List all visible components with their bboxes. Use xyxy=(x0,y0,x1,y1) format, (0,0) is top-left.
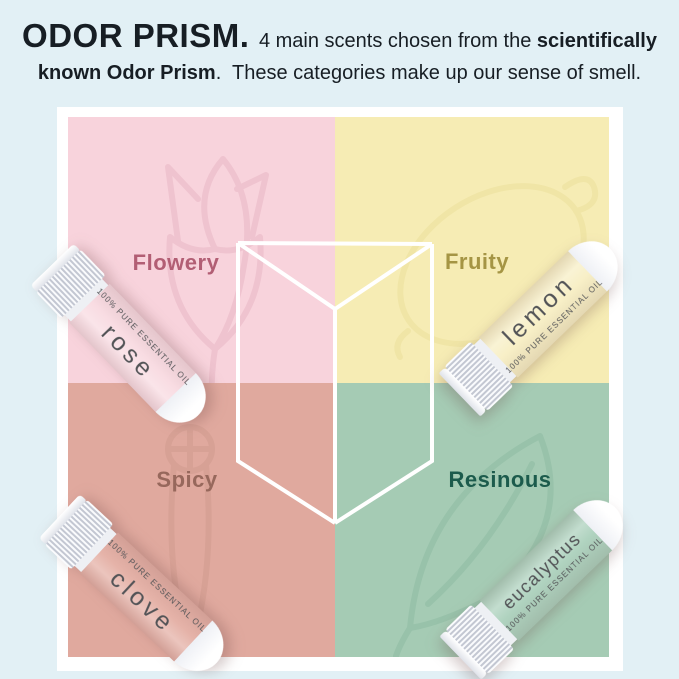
scent-quadrant-grid: Flowery Fruity Spicy Resinous xyxy=(68,117,609,657)
header-text-bold: scientifically xyxy=(536,30,657,52)
quadrant-fruity xyxy=(335,117,609,383)
header-text: 4 main scents chosen from the xyxy=(258,30,537,52)
leaf-outline-icon xyxy=(393,433,554,657)
header-caption: ODOR PRISM. 4 main scents chosen from th… xyxy=(0,17,679,89)
label-fruity: Fruity xyxy=(444,249,510,274)
rose-outline-icon xyxy=(165,156,269,383)
header-text-bold: known Odor Prism xyxy=(37,62,216,84)
prism-outline-icon xyxy=(236,241,434,525)
label-flowery: Flowery xyxy=(132,250,220,275)
label-spicy: Spicy xyxy=(156,467,218,492)
page-title: ODOR PRISM. xyxy=(22,17,250,54)
label-resinous: Resinous xyxy=(448,467,552,492)
header-text: . These categories make up our sense of … xyxy=(215,62,642,84)
